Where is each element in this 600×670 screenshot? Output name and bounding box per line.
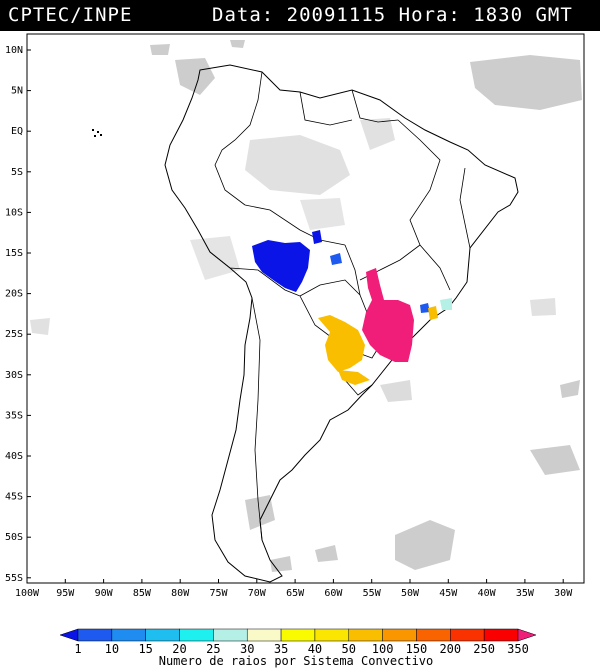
legend-value-4: 25 — [206, 642, 220, 656]
lon-label-0: 100W — [15, 588, 40, 599]
legend-value-11: 200 — [439, 642, 461, 656]
lightning-map: 10N5NEQ5S10S15S20S25S30S35S40S45S50S55S … — [5, 33, 585, 599]
lat-label-2: EQ — [11, 126, 23, 137]
lightning-cluster-lightblue — [330, 253, 430, 313]
coastline — [164, 64, 519, 583]
legend-value-5: 30 — [240, 642, 254, 656]
lat-label-11: 45S — [5, 492, 23, 503]
lon-label-10: 50W — [401, 588, 420, 599]
legend-title: Numero de raios por Sistema Convectivo — [159, 654, 434, 668]
lat-label-9: 35S — [5, 410, 23, 421]
legend-swatch-10 — [382, 628, 417, 642]
lightning-cluster-magenta — [362, 268, 414, 362]
lon-label-3: 85W — [133, 588, 152, 599]
legend-value-0: 1 — [74, 642, 81, 656]
legend-swatch-9 — [348, 628, 383, 642]
lat-label-13: 55S — [5, 573, 23, 584]
lat-label-1: 5N — [11, 86, 23, 97]
hour-label: Hora: — [398, 4, 461, 26]
legend-value-1: 10 — [105, 642, 119, 656]
legend-value-6: 35 — [274, 642, 288, 656]
country-borders — [209, 71, 471, 541]
lightning-cluster-orange — [318, 306, 438, 385]
legend-value-8: 50 — [342, 642, 356, 656]
legend-swatch-6 — [246, 628, 282, 642]
legend-swatch-8 — [314, 628, 350, 642]
lon-label-1: 95W — [56, 588, 75, 599]
legend-arrow-right — [517, 628, 537, 642]
legend-swatch-11 — [416, 628, 451, 642]
legend-swatch-1 — [77, 628, 113, 642]
legend-value-7: 40 — [308, 642, 322, 656]
lon-label-14: 30W — [554, 588, 573, 599]
lat-label-10: 40S — [5, 451, 23, 462]
date-value: 20091115 — [286, 4, 387, 26]
date-label: Data: — [212, 4, 275, 26]
cloud-cover — [30, 40, 582, 572]
legend-swatch-12 — [450, 628, 485, 642]
legend-arrow-left — [59, 628, 79, 642]
legend-value-13: 350 — [507, 642, 529, 656]
legend-value-12: 250 — [473, 642, 495, 656]
legend: 1 10 15 20 25 30 35 40 50 100 150 200 250 350 Numero … — [59, 628, 537, 668]
lon-label-6: 70W — [248, 588, 267, 599]
legend-value-2: 15 — [138, 642, 152, 656]
islands — [92, 129, 102, 137]
legend-swatch-13 — [483, 628, 519, 642]
legend-value-9: 100 — [372, 642, 394, 656]
legend-swatch-4 — [179, 628, 214, 642]
lon-label-9: 55W — [363, 588, 382, 599]
lon-label-13: 35W — [516, 588, 535, 599]
legend-value-10: 150 — [406, 642, 428, 656]
lon-label-12: 40W — [478, 588, 497, 599]
lat-label-0: 10N — [5, 45, 23, 56]
lat-label-3: 5S — [11, 167, 23, 178]
legend-swatch-5 — [213, 628, 248, 642]
legend-colorbar — [59, 628, 537, 642]
legend-swatch-7 — [280, 628, 316, 642]
lightning-cluster-cyan — [440, 298, 452, 310]
map-frame — [26, 33, 585, 584]
lon-label-5: 75W — [209, 588, 228, 599]
lat-label-6: 20S — [5, 289, 23, 300]
lat-label-12: 50S — [5, 532, 23, 543]
lat-label-7: 25S — [5, 329, 23, 340]
lat-label-8: 30S — [5, 370, 23, 381]
latitude-axis: 10N 5N EQ 5S 10S 15S 20S 25S 30S 35S 40S 45S 50S 55S — [5, 45, 31, 584]
lon-label-8: 60W — [324, 588, 343, 599]
lat-label-5: 15S — [5, 248, 23, 259]
lightning-cluster-blue — [252, 230, 322, 292]
hour-value: 1830 GMT — [473, 4, 573, 26]
lon-label-11: 45W — [439, 588, 458, 599]
legend-tick-labels: 1 10 15 20 25 30 35 40 50 100 150 200 250 350 — [74, 642, 528, 656]
longitude-axis: 100W 95W 90W 85W 80W 75W 70W 65W 60W 55W 50W 45W 40W… — [15, 579, 573, 599]
legend-swatch-2 — [111, 628, 146, 642]
title-bar: CPTEC/INPE Data: 20091115 Hora: 1830 GMT — [0, 0, 600, 31]
lon-label-2: 90W — [95, 588, 114, 599]
organization-label: CPTEC/INPE — [8, 4, 133, 26]
lon-label-4: 80W — [171, 588, 190, 599]
legend-swatch-3 — [145, 628, 180, 642]
legend-value-3: 20 — [172, 642, 186, 656]
lon-label-7: 65W — [286, 588, 305, 599]
lat-label-4: 10S — [5, 207, 23, 218]
date-hour-label: Data: 20091115 Hora: 1830 GMT — [212, 4, 573, 26]
